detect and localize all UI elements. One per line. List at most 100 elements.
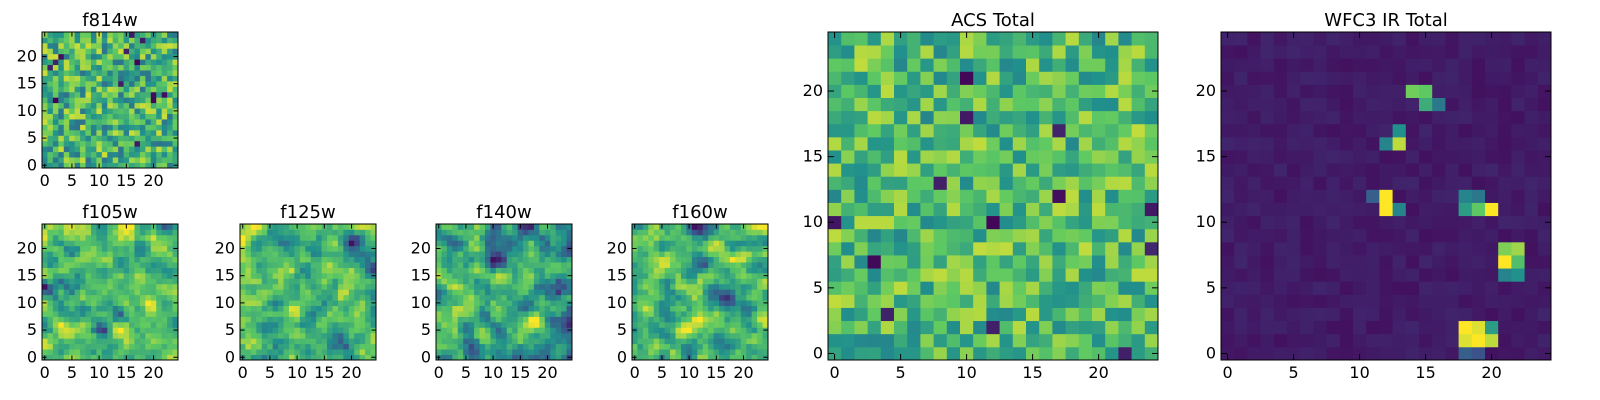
heatmap-cell (740, 311, 747, 317)
heatmap-cell (167, 354, 173, 361)
heatmap-cell (1092, 189, 1106, 203)
heatmap-cell (490, 240, 497, 247)
heatmap-cell (1221, 163, 1235, 177)
heatmap-cell (156, 53, 163, 60)
heatmap-cell (85, 32, 92, 38)
heatmap-cell (47, 349, 54, 355)
heatmap-cell (539, 332, 546, 339)
heatmap-cell (920, 58, 934, 72)
heatmap-cell (288, 251, 295, 258)
heatmap-cell (659, 262, 666, 268)
heatmap-cell (272, 349, 279, 355)
heatmap-cell (85, 53, 92, 60)
heatmap-cell (96, 294, 103, 301)
heatmap-cell (63, 338, 70, 345)
heatmap-cell (283, 354, 290, 361)
heatmap-cell (729, 311, 736, 317)
heatmap-cell (348, 332, 355, 339)
heatmap-cell (550, 311, 557, 317)
heatmap-cell (294, 272, 301, 279)
heatmap-cell (1131, 333, 1146, 348)
heatmap-cell (1234, 189, 1248, 203)
heatmap-cell (1498, 268, 1512, 282)
heatmap-cell (52, 234, 59, 241)
heatmap-cell (47, 316, 54, 323)
heatmap-cell (495, 294, 502, 301)
heatmap-cell (52, 70, 59, 76)
heatmap-cell (156, 349, 163, 355)
heatmap-cell (468, 321, 475, 328)
heatmap-cell (1221, 202, 1235, 217)
heatmap-cell (1379, 215, 1393, 230)
heatmap-cell (1498, 228, 1512, 243)
heatmap-cell (740, 338, 747, 345)
heatmap-cell (256, 262, 263, 268)
heatmap-cell (245, 338, 252, 345)
heatmap-cell (156, 245, 163, 252)
heatmap-cell (441, 267, 448, 274)
heatmap-cell (354, 294, 361, 301)
heatmap-cell (495, 240, 502, 247)
heatmap-cell (112, 224, 119, 230)
heatmap-cell (632, 267, 638, 274)
heatmap-cell (1144, 32, 1159, 46)
y-tick-labels: 0 5 10 15 20 (17, 46, 37, 174)
heatmap-cell (156, 70, 163, 76)
heatmap-cell (907, 45, 921, 59)
heatmap-cell (134, 321, 141, 328)
heatmap-cell (1419, 110, 1433, 125)
heatmap-cell (1065, 346, 1080, 361)
heatmap-cell (321, 229, 328, 236)
heatmap-cell (1537, 163, 1552, 177)
heatmap-cell (907, 255, 921, 269)
heatmap-cell (555, 262, 562, 268)
heatmap-cell (129, 157, 135, 163)
heatmap-cell (490, 283, 497, 290)
heatmap-cell (112, 102, 119, 109)
heatmap-cell (96, 305, 103, 312)
heatmap-cell (1339, 45, 1354, 59)
heatmap-cell (632, 229, 638, 236)
heatmap-cell (85, 59, 92, 66)
heatmap-cell (463, 256, 470, 263)
heatmap-cell (58, 48, 65, 55)
heatmap-cell (1392, 268, 1407, 282)
heatmap-cell (354, 240, 361, 247)
heatmap-cell (80, 294, 86, 301)
heatmap-cell (653, 321, 660, 328)
heatmap-cell (1260, 150, 1275, 164)
heatmap-cell (101, 124, 108, 131)
heatmap-cell (139, 119, 146, 125)
heatmap-cell (167, 108, 173, 114)
heatmap-cell (907, 32, 921, 46)
heatmap-cell (1498, 215, 1512, 230)
heatmap-cell (702, 224, 709, 230)
heatmap-cell (145, 300, 152, 306)
heatmap-cell (632, 251, 638, 258)
heatmap-cell (316, 272, 322, 279)
heatmap-cell (659, 267, 666, 274)
heatmap-cell (283, 305, 290, 312)
heatmap-cell (332, 278, 339, 285)
heatmap-cell (1039, 228, 1053, 243)
heatmap-cell (670, 234, 676, 241)
heatmap-cell (96, 140, 103, 147)
heatmap-cell (517, 251, 524, 258)
heatmap-cell (907, 346, 921, 361)
heatmap-cell (58, 338, 65, 345)
heatmap-cell (47, 311, 54, 317)
heatmap-cell (757, 240, 763, 247)
heatmap-cell (107, 53, 114, 60)
panel-f814w: f814w 0 5 10 15 20 0 5 10 15 20 (17, 10, 179, 190)
heatmap-cell (550, 224, 557, 230)
heatmap-cell (348, 294, 355, 301)
heatmap-cell (1105, 333, 1119, 348)
heatmap-cell (446, 343, 453, 350)
heatmap-cell (724, 224, 731, 230)
heatmap-cell (642, 267, 649, 274)
heatmap-cell (332, 321, 339, 328)
heatmap-cell (145, 37, 152, 44)
heatmap-cell (999, 307, 1014, 322)
heatmap-cell (867, 228, 882, 243)
heatmap-cell (58, 354, 65, 361)
